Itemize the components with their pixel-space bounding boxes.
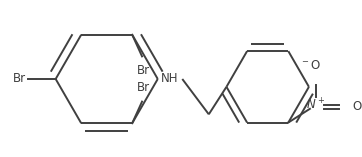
Text: $N^+$: $N^+$ <box>306 97 325 113</box>
Text: Br: Br <box>136 64 150 77</box>
Text: NH: NH <box>161 73 178 86</box>
Text: Br: Br <box>13 73 26 86</box>
Text: O: O <box>352 100 361 113</box>
Text: $^-$O: $^-$O <box>300 59 321 71</box>
Text: Br: Br <box>136 81 150 94</box>
